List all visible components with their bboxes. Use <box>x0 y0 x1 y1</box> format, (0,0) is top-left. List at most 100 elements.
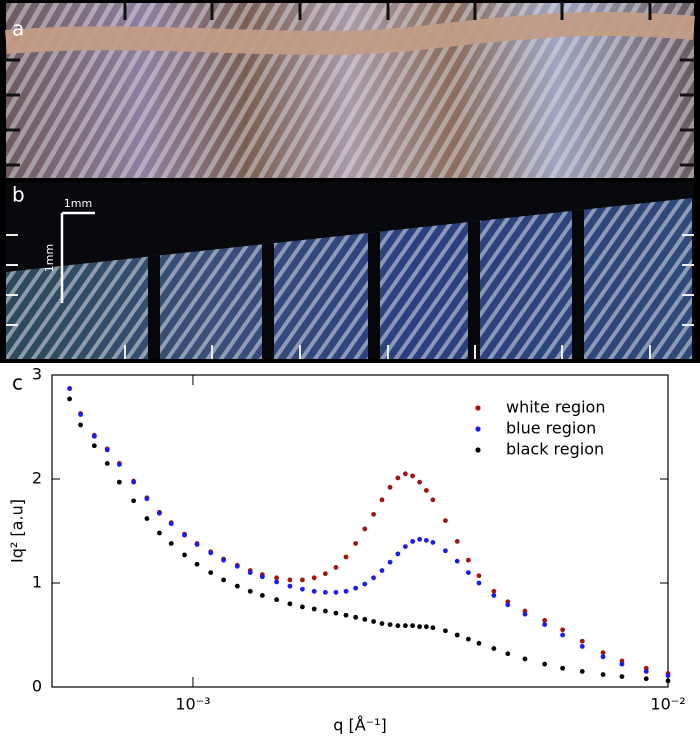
data-point <box>116 462 122 467</box>
data-point <box>410 473 416 479</box>
data-point <box>234 583 240 589</box>
data-point <box>362 617 368 622</box>
data-point <box>343 588 349 594</box>
data-point <box>542 622 548 627</box>
data-point <box>91 443 97 449</box>
data-point <box>287 577 293 583</box>
data-point <box>430 540 436 545</box>
data-point <box>104 447 110 453</box>
data-point <box>353 585 359 591</box>
data-point <box>443 548 448 554</box>
data-point <box>333 610 339 616</box>
data-point <box>643 676 649 682</box>
data-point <box>387 622 393 627</box>
legend-marker <box>475 447 481 453</box>
data-point <box>600 650 606 656</box>
data-point <box>168 541 174 546</box>
data-point <box>423 537 429 543</box>
data-point <box>311 588 317 594</box>
data-point <box>300 577 305 583</box>
data-point <box>665 673 671 678</box>
data-point <box>311 606 317 612</box>
data-point <box>259 574 265 580</box>
data-point <box>247 588 253 594</box>
data-point <box>387 559 393 565</box>
data-point <box>208 570 214 575</box>
x-tick-label: 10⁻² <box>650 695 685 714</box>
data-point <box>371 511 376 517</box>
data-point <box>560 627 566 633</box>
data-point <box>379 568 385 573</box>
y-axis-label: Iq² [a.u] <box>8 499 27 563</box>
legend-label: blue region <box>506 419 596 438</box>
data-point <box>491 593 497 598</box>
data-point <box>67 386 73 391</box>
data-point <box>208 550 214 556</box>
data-point <box>465 636 471 642</box>
data-point <box>379 497 385 503</box>
data-point <box>182 552 187 558</box>
data-point <box>67 396 73 402</box>
y-tick-label: 2 <box>32 469 42 488</box>
photo-b <box>6 182 694 359</box>
data-point <box>274 575 280 581</box>
data-point <box>157 530 162 536</box>
data-point <box>443 518 448 523</box>
data-point <box>274 579 280 585</box>
data-point <box>104 461 110 466</box>
x-tick-label: 10⁻³ <box>175 695 210 714</box>
data-point <box>465 557 471 563</box>
data-point <box>362 581 368 587</box>
data-point <box>542 661 548 667</box>
data-point <box>454 632 460 638</box>
data-point <box>287 601 293 607</box>
data-point <box>454 558 460 564</box>
data-point <box>579 644 585 649</box>
data-point <box>379 621 385 626</box>
scale-label: 1mm <box>43 244 56 272</box>
data-point <box>322 589 328 595</box>
data-point <box>423 488 429 493</box>
data-point <box>353 614 359 620</box>
data-point <box>579 638 585 644</box>
data-point <box>78 412 83 417</box>
data-point <box>157 510 162 516</box>
data-point <box>395 551 401 557</box>
data-point <box>194 542 200 547</box>
data-point <box>395 623 401 629</box>
data-point <box>600 654 606 660</box>
data-point <box>91 433 97 439</box>
data-point <box>522 656 528 662</box>
data-point <box>505 602 511 608</box>
data-point <box>465 570 471 575</box>
data-point <box>643 669 649 674</box>
data-point <box>417 536 423 542</box>
data-point <box>522 611 528 617</box>
data-point <box>560 665 566 671</box>
legend-marker <box>475 405 481 411</box>
data-point <box>311 575 317 581</box>
data-point <box>402 623 408 629</box>
data-point <box>395 475 401 481</box>
data-point <box>221 557 226 563</box>
data-point <box>247 570 253 575</box>
photo-a <box>5 3 696 178</box>
y-tick-label: 1 <box>32 573 42 592</box>
data-point <box>417 624 423 630</box>
data-point <box>322 608 328 614</box>
data-point <box>300 604 305 610</box>
data-point <box>333 565 339 570</box>
data-point <box>443 628 448 634</box>
data-point <box>287 583 293 589</box>
panel-label: a <box>12 17 24 41</box>
data-point <box>322 571 328 577</box>
data-point <box>619 661 625 667</box>
data-point <box>579 669 585 674</box>
data-point <box>402 471 408 477</box>
data-point <box>665 678 671 684</box>
data-point <box>505 651 511 657</box>
data-point <box>417 479 423 485</box>
data-point <box>402 544 408 549</box>
